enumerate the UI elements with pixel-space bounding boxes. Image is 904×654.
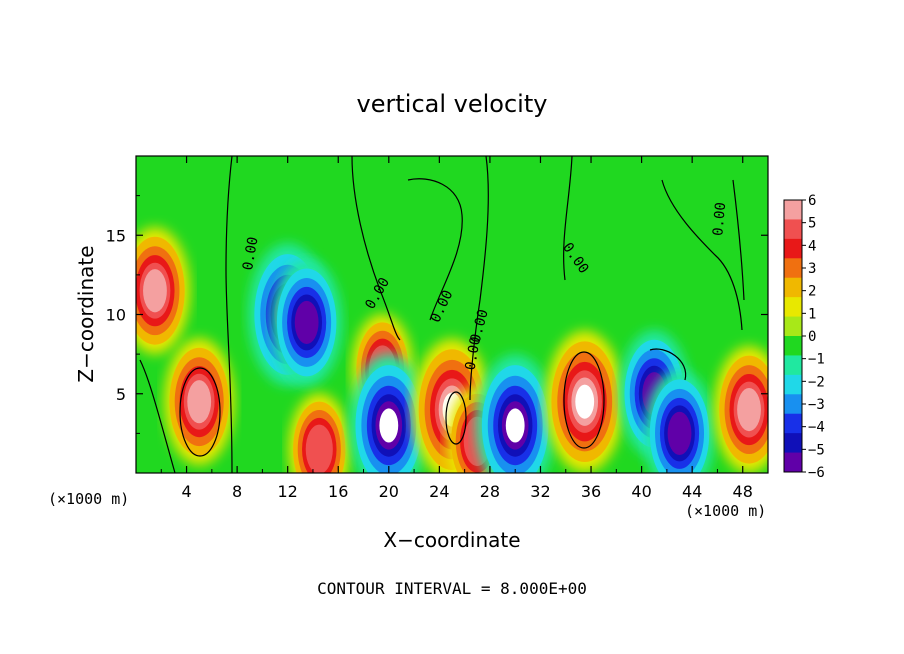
field-level [294, 300, 319, 345]
colorbar-swatch [784, 238, 802, 259]
y-tick-label: 15 [106, 226, 126, 245]
contour-line [445, 391, 467, 445]
colorbar-swatch [784, 200, 802, 220]
colorbar-label: −5 [808, 442, 825, 458]
colorbar-label: 0 [808, 329, 816, 345]
zero-contours [139, 156, 745, 473]
contour-line [649, 348, 687, 381]
y-axis-title: Z−coordinate [74, 245, 98, 382]
x-tick-label: 12 [278, 482, 298, 501]
colorbar: 6 5 4 3 2 1 0 −1 −2 −3 −4 −5 −6 [783, 193, 825, 481]
x-tick-label: 16 [328, 482, 348, 501]
colorbar-label: 5 [808, 216, 816, 232]
field-blobs [136, 227, 768, 473]
y-tick-label: 10 [106, 306, 126, 325]
colorbar-swatch [784, 336, 802, 356]
field-level [737, 388, 761, 432]
x-origin-unit-label: (×1000 m) [48, 490, 129, 508]
field-level [187, 380, 212, 424]
field-feature [136, 227, 190, 355]
contour-line [563, 156, 573, 281]
contour-line [469, 156, 489, 401]
colorbar-swatch [784, 258, 802, 279]
field-feature [644, 369, 715, 473]
colorbar-label: −4 [808, 420, 825, 436]
field-feature [349, 354, 428, 473]
colorbar-label: −6 [808, 465, 825, 481]
contour-line [661, 179, 743, 331]
colorbar-label: −1 [808, 352, 825, 368]
y-tick-label: 5 [116, 385, 126, 404]
x-tick-label: 48 [733, 482, 753, 501]
field-feature [714, 346, 768, 473]
x-axis: 4 8 12 16 20 24 28 32 36 40 44 48 [160, 156, 753, 501]
colorbar-label: −2 [808, 374, 825, 390]
colorbar-swatch [784, 297, 802, 318]
chart-title: vertical velocity [357, 90, 548, 118]
field-feature [164, 338, 235, 466]
x-end-unit-label: (×1000 m) [685, 502, 766, 520]
contour-interval-footer: CONTOUR INTERVAL = 8.000E+00 [317, 579, 587, 598]
colorbar-label: 6 [808, 193, 816, 209]
colorbar-label: −3 [808, 397, 825, 413]
x-tick-label: 32 [530, 482, 550, 501]
field-level [505, 408, 525, 443]
colorbar-swatch [784, 219, 802, 240]
colorbar-swatch [784, 413, 802, 434]
field-feature [288, 393, 351, 473]
colorbar-swatch [784, 452, 802, 473]
contour-line [179, 367, 221, 457]
x-tick-label: 28 [480, 482, 500, 501]
colorbar-label: 4 [808, 238, 816, 254]
field-level [667, 411, 692, 455]
colorbar-swatch [784, 316, 802, 337]
contour-label: 0.00 [240, 236, 262, 272]
colorbar-swatch [784, 394, 802, 415]
contour-labels: 0.000.00 0.000.000.000.000.00 [240, 202, 729, 372]
field-level [305, 424, 333, 473]
x-tick-label: 8 [232, 482, 242, 501]
contour-line [563, 351, 605, 449]
field-feature [271, 258, 342, 386]
contour-line [732, 179, 745, 301]
x-tick-label: 40 [631, 482, 651, 501]
colorbar-swatch [784, 433, 802, 454]
contour-label: 0.00 [710, 202, 729, 237]
field-level [379, 408, 399, 443]
x-tick-label: 36 [581, 482, 601, 501]
field-feature [476, 354, 555, 473]
x-tick-label: 44 [682, 482, 702, 501]
colorbar-label: 2 [808, 284, 816, 300]
contour-label: 0.00 [463, 335, 485, 371]
contour-line [225, 156, 233, 473]
colorbar-swatch [784, 355, 802, 376]
contour-line [407, 178, 463, 321]
x-axis-title: X−coordinate [383, 528, 520, 552]
field-feature [545, 330, 624, 473]
x-tick-label: 4 [181, 482, 191, 501]
contour-line [139, 359, 176, 473]
x-tick-label: 24 [429, 482, 449, 501]
colorbar-swatch [784, 277, 802, 298]
colorbar-swatch [784, 374, 802, 395]
field-level [143, 269, 167, 313]
y-axis: 5 10 15 [106, 195, 768, 434]
field-level [575, 384, 595, 419]
colorbar-label: 1 [808, 306, 816, 322]
contour-line [351, 156, 401, 341]
plot-area [136, 156, 768, 473]
x-tick-label: 20 [379, 482, 399, 501]
colorbar-label: 3 [808, 261, 816, 277]
